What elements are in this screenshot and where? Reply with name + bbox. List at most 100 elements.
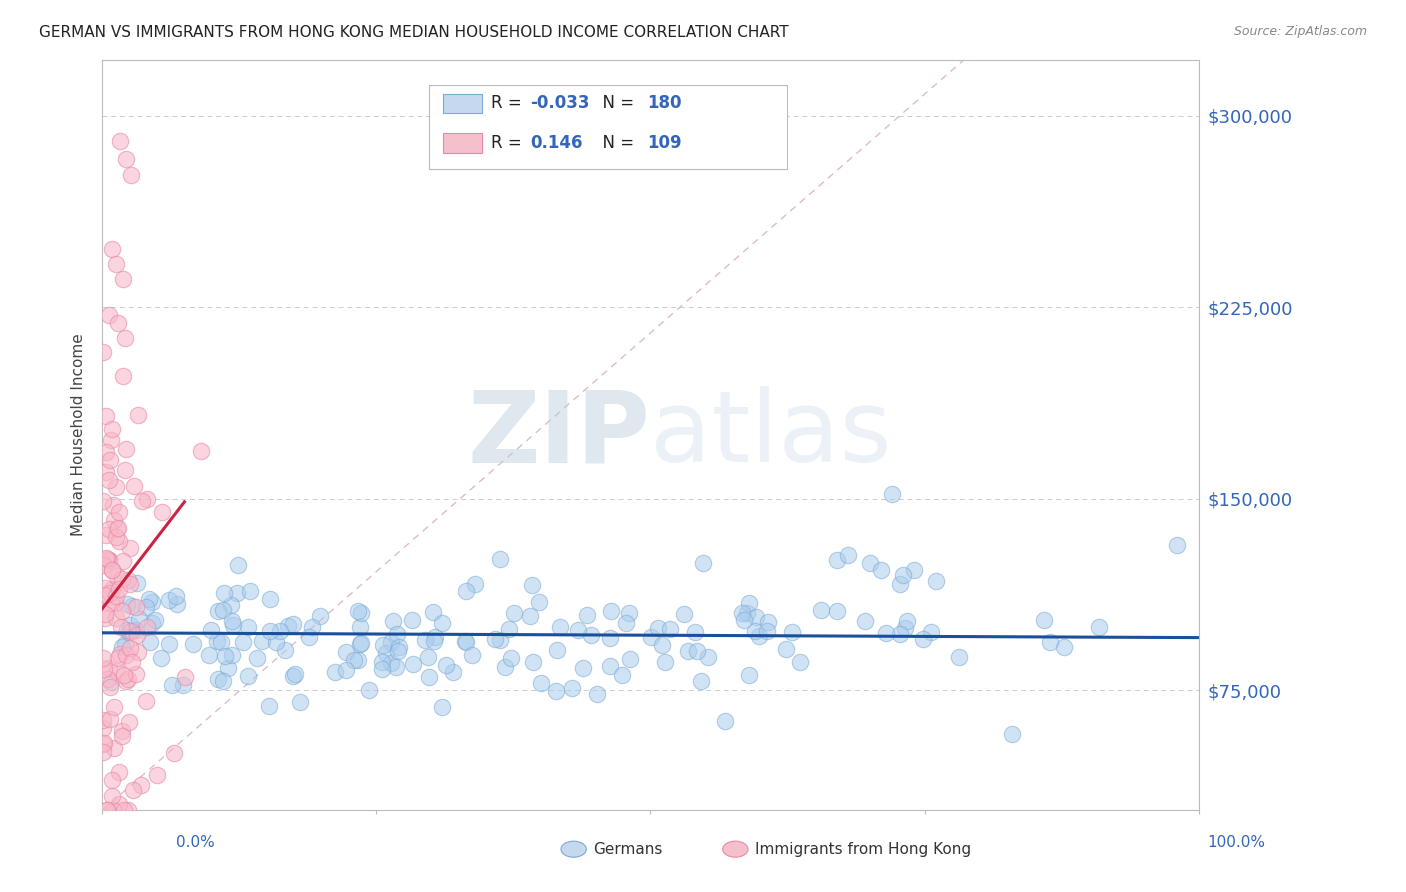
Point <box>115 648 138 663</box>
Text: N =: N = <box>592 95 640 112</box>
Point <box>97 553 120 567</box>
Point <box>101 582 124 597</box>
Point <box>91 345 114 359</box>
Point <box>1001 727 1024 741</box>
Point <box>599 631 621 645</box>
Text: GERMAN VS IMMIGRANTS FROM HONG KONG MEDIAN HOUSEHOLD INCOME CORRELATION CHART: GERMAN VS IMMIGRANTS FROM HONG KONG MEDI… <box>39 25 789 40</box>
Text: Immigrants from Hong Kong: Immigrants from Hong Kong <box>755 842 972 856</box>
Point <box>135 491 157 506</box>
Point <box>619 652 641 666</box>
Point <box>810 602 832 616</box>
Point <box>896 615 918 629</box>
Point <box>114 462 136 476</box>
Point <box>519 609 541 624</box>
Point <box>737 606 759 620</box>
Point <box>112 553 135 567</box>
Point <box>731 606 754 620</box>
Point <box>97 522 120 536</box>
Point <box>214 648 236 663</box>
Point <box>432 699 454 714</box>
Point <box>252 634 274 648</box>
Point <box>402 657 425 671</box>
Point <box>198 648 221 662</box>
Point <box>277 619 299 633</box>
Point <box>298 630 321 644</box>
Text: 109: 109 <box>647 134 682 152</box>
Point <box>259 624 281 638</box>
Point <box>120 577 142 591</box>
Point <box>388 640 411 655</box>
Point <box>172 678 194 692</box>
Point <box>454 634 477 648</box>
Point <box>94 550 117 565</box>
Point <box>347 604 370 618</box>
Point <box>222 618 245 632</box>
Point <box>105 569 128 583</box>
Point <box>219 599 242 613</box>
Text: ZIP: ZIP <box>468 386 651 483</box>
Point <box>157 592 180 607</box>
Point <box>122 783 145 797</box>
Point <box>546 684 568 698</box>
Point <box>100 585 122 599</box>
Point <box>903 563 925 577</box>
Point <box>111 640 134 655</box>
Point <box>114 331 136 345</box>
Point <box>418 649 440 664</box>
Point <box>349 637 371 651</box>
Point <box>96 804 118 818</box>
Point <box>105 589 128 603</box>
Text: 180: 180 <box>647 95 682 112</box>
Point <box>441 665 464 679</box>
Point <box>561 681 583 695</box>
Point <box>423 630 446 644</box>
Point <box>207 604 229 618</box>
Point <box>530 676 553 690</box>
Point <box>97 553 120 567</box>
Point <box>1053 640 1076 654</box>
Point <box>97 661 120 675</box>
Point <box>125 623 148 637</box>
Point <box>1039 634 1062 648</box>
Point <box>160 678 183 692</box>
Point <box>1166 538 1188 552</box>
Point <box>780 624 803 639</box>
Point <box>548 619 571 633</box>
Point <box>686 643 709 657</box>
Point <box>143 613 166 627</box>
Point <box>128 612 150 626</box>
Point <box>323 665 346 680</box>
Point <box>117 804 139 818</box>
Point <box>612 668 634 682</box>
Point <box>108 533 131 548</box>
Point <box>269 624 291 638</box>
Point <box>107 582 129 596</box>
Point <box>599 604 621 618</box>
Point <box>572 661 595 675</box>
Point <box>745 610 768 624</box>
Point <box>756 624 779 638</box>
Point <box>617 606 640 620</box>
Point <box>150 504 173 518</box>
Point <box>789 656 811 670</box>
Text: atlas: atlas <box>651 386 891 483</box>
Point <box>100 563 122 577</box>
Point <box>110 604 132 618</box>
Point <box>101 789 124 803</box>
Point <box>98 473 121 487</box>
Point <box>127 645 149 659</box>
Point <box>738 667 761 681</box>
Text: 100.0%: 100.0% <box>1208 836 1265 850</box>
Point <box>94 611 117 625</box>
Point <box>115 152 138 166</box>
Point <box>284 666 307 681</box>
Text: N =: N = <box>592 134 640 152</box>
Point <box>110 620 132 634</box>
Point <box>889 626 911 640</box>
Text: R =: R = <box>491 134 527 152</box>
Point <box>454 584 477 599</box>
Point <box>875 626 897 640</box>
Point <box>107 316 129 330</box>
Point <box>118 618 141 632</box>
Point <box>101 421 124 435</box>
